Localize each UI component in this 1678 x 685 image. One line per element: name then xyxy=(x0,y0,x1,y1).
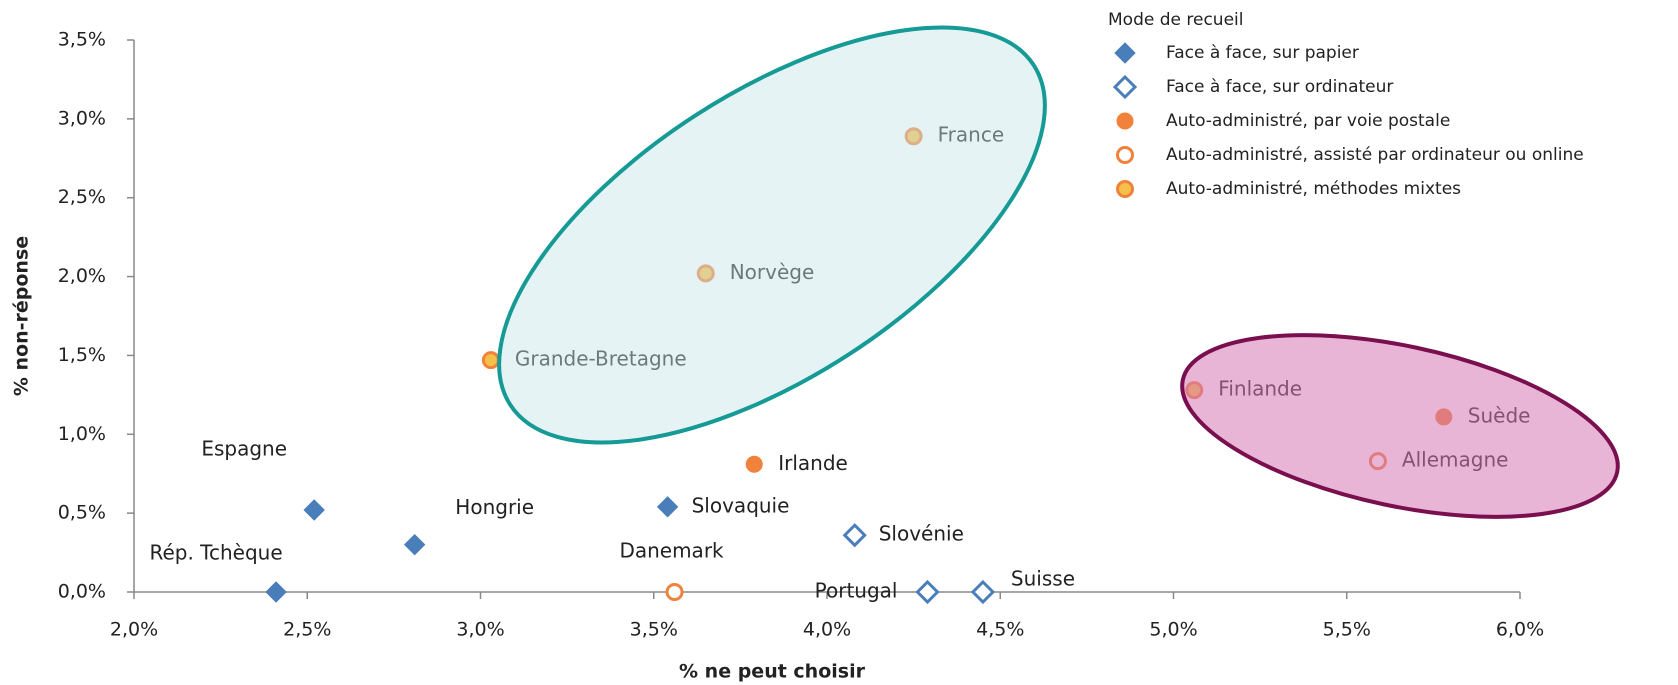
x-tick-label: 4,0% xyxy=(803,619,851,641)
point xyxy=(481,351,500,370)
point xyxy=(656,496,679,518)
point-label: Portugal xyxy=(815,579,898,603)
legend-marker xyxy=(1116,112,1134,130)
legend-marker xyxy=(1112,74,1138,100)
point-label: France xyxy=(938,123,1005,147)
point xyxy=(303,499,325,521)
legend-label: Face à face, sur papier xyxy=(1166,43,1359,63)
y-tick-label: 0,5% xyxy=(58,502,106,524)
group-ellipse xyxy=(1180,333,1620,519)
point xyxy=(904,127,923,146)
y-tick-label: 3,0% xyxy=(58,107,106,129)
point-label: Grande-Bretagne xyxy=(515,347,687,371)
x-axis-label: % ne peut choisir xyxy=(679,661,866,683)
point xyxy=(745,455,763,473)
legend-label: Auto-administré, assisté par ordinateur … xyxy=(1166,145,1584,165)
x-tick-label: 3,0% xyxy=(456,619,504,641)
legend-label: Auto-administré, méthodes mixtes xyxy=(1166,179,1461,199)
legend-title: Mode de recueil xyxy=(1108,10,1243,30)
y-tick-label: 3,5% xyxy=(58,29,106,51)
y-axis-label: % non-réponse xyxy=(11,236,33,396)
point-label: Norvège xyxy=(730,260,815,284)
x-tick-label: 5,5% xyxy=(1323,619,1371,641)
point-label: Irlande xyxy=(778,451,848,475)
legend-label: Face à face, sur ordinateur xyxy=(1166,77,1393,97)
point-label: Espagne xyxy=(201,436,287,460)
point xyxy=(696,264,715,283)
legend-marker xyxy=(1116,146,1134,164)
point xyxy=(403,533,426,556)
y-tick-label: 2,5% xyxy=(58,186,106,208)
point-label: Danemark xyxy=(619,539,724,563)
point xyxy=(265,581,287,603)
y-tick-label: 0,0% xyxy=(58,581,106,603)
x-tick-label: 3,5% xyxy=(630,619,678,641)
legend-label: Auto-administré, par voie postale xyxy=(1166,111,1450,131)
point-label: Slovénie xyxy=(879,522,964,546)
point xyxy=(842,523,867,548)
group-ellipse xyxy=(497,25,1047,445)
point-label: Slovaquie xyxy=(692,493,790,517)
point xyxy=(915,579,940,605)
y-tick-label: 2,0% xyxy=(58,265,106,287)
point-label: Suisse xyxy=(1011,567,1075,591)
x-tick-label: 2,0% xyxy=(110,619,158,641)
legend-marker xyxy=(1116,180,1134,198)
y-tick-label: 1,0% xyxy=(58,423,106,445)
x-tick-label: 2,5% xyxy=(283,619,331,641)
legend-marker xyxy=(1114,42,1136,64)
x-tick-label: 5,0% xyxy=(1149,619,1197,641)
point xyxy=(970,579,996,605)
point xyxy=(665,583,684,601)
point-label: Hongrie xyxy=(455,495,534,519)
y-tick-label: 1,5% xyxy=(58,344,106,366)
x-tick-label: 4,5% xyxy=(976,619,1024,641)
x-tick-label: 6,0% xyxy=(1496,619,1544,641)
point-label: Rép. Tchèque xyxy=(149,541,282,565)
